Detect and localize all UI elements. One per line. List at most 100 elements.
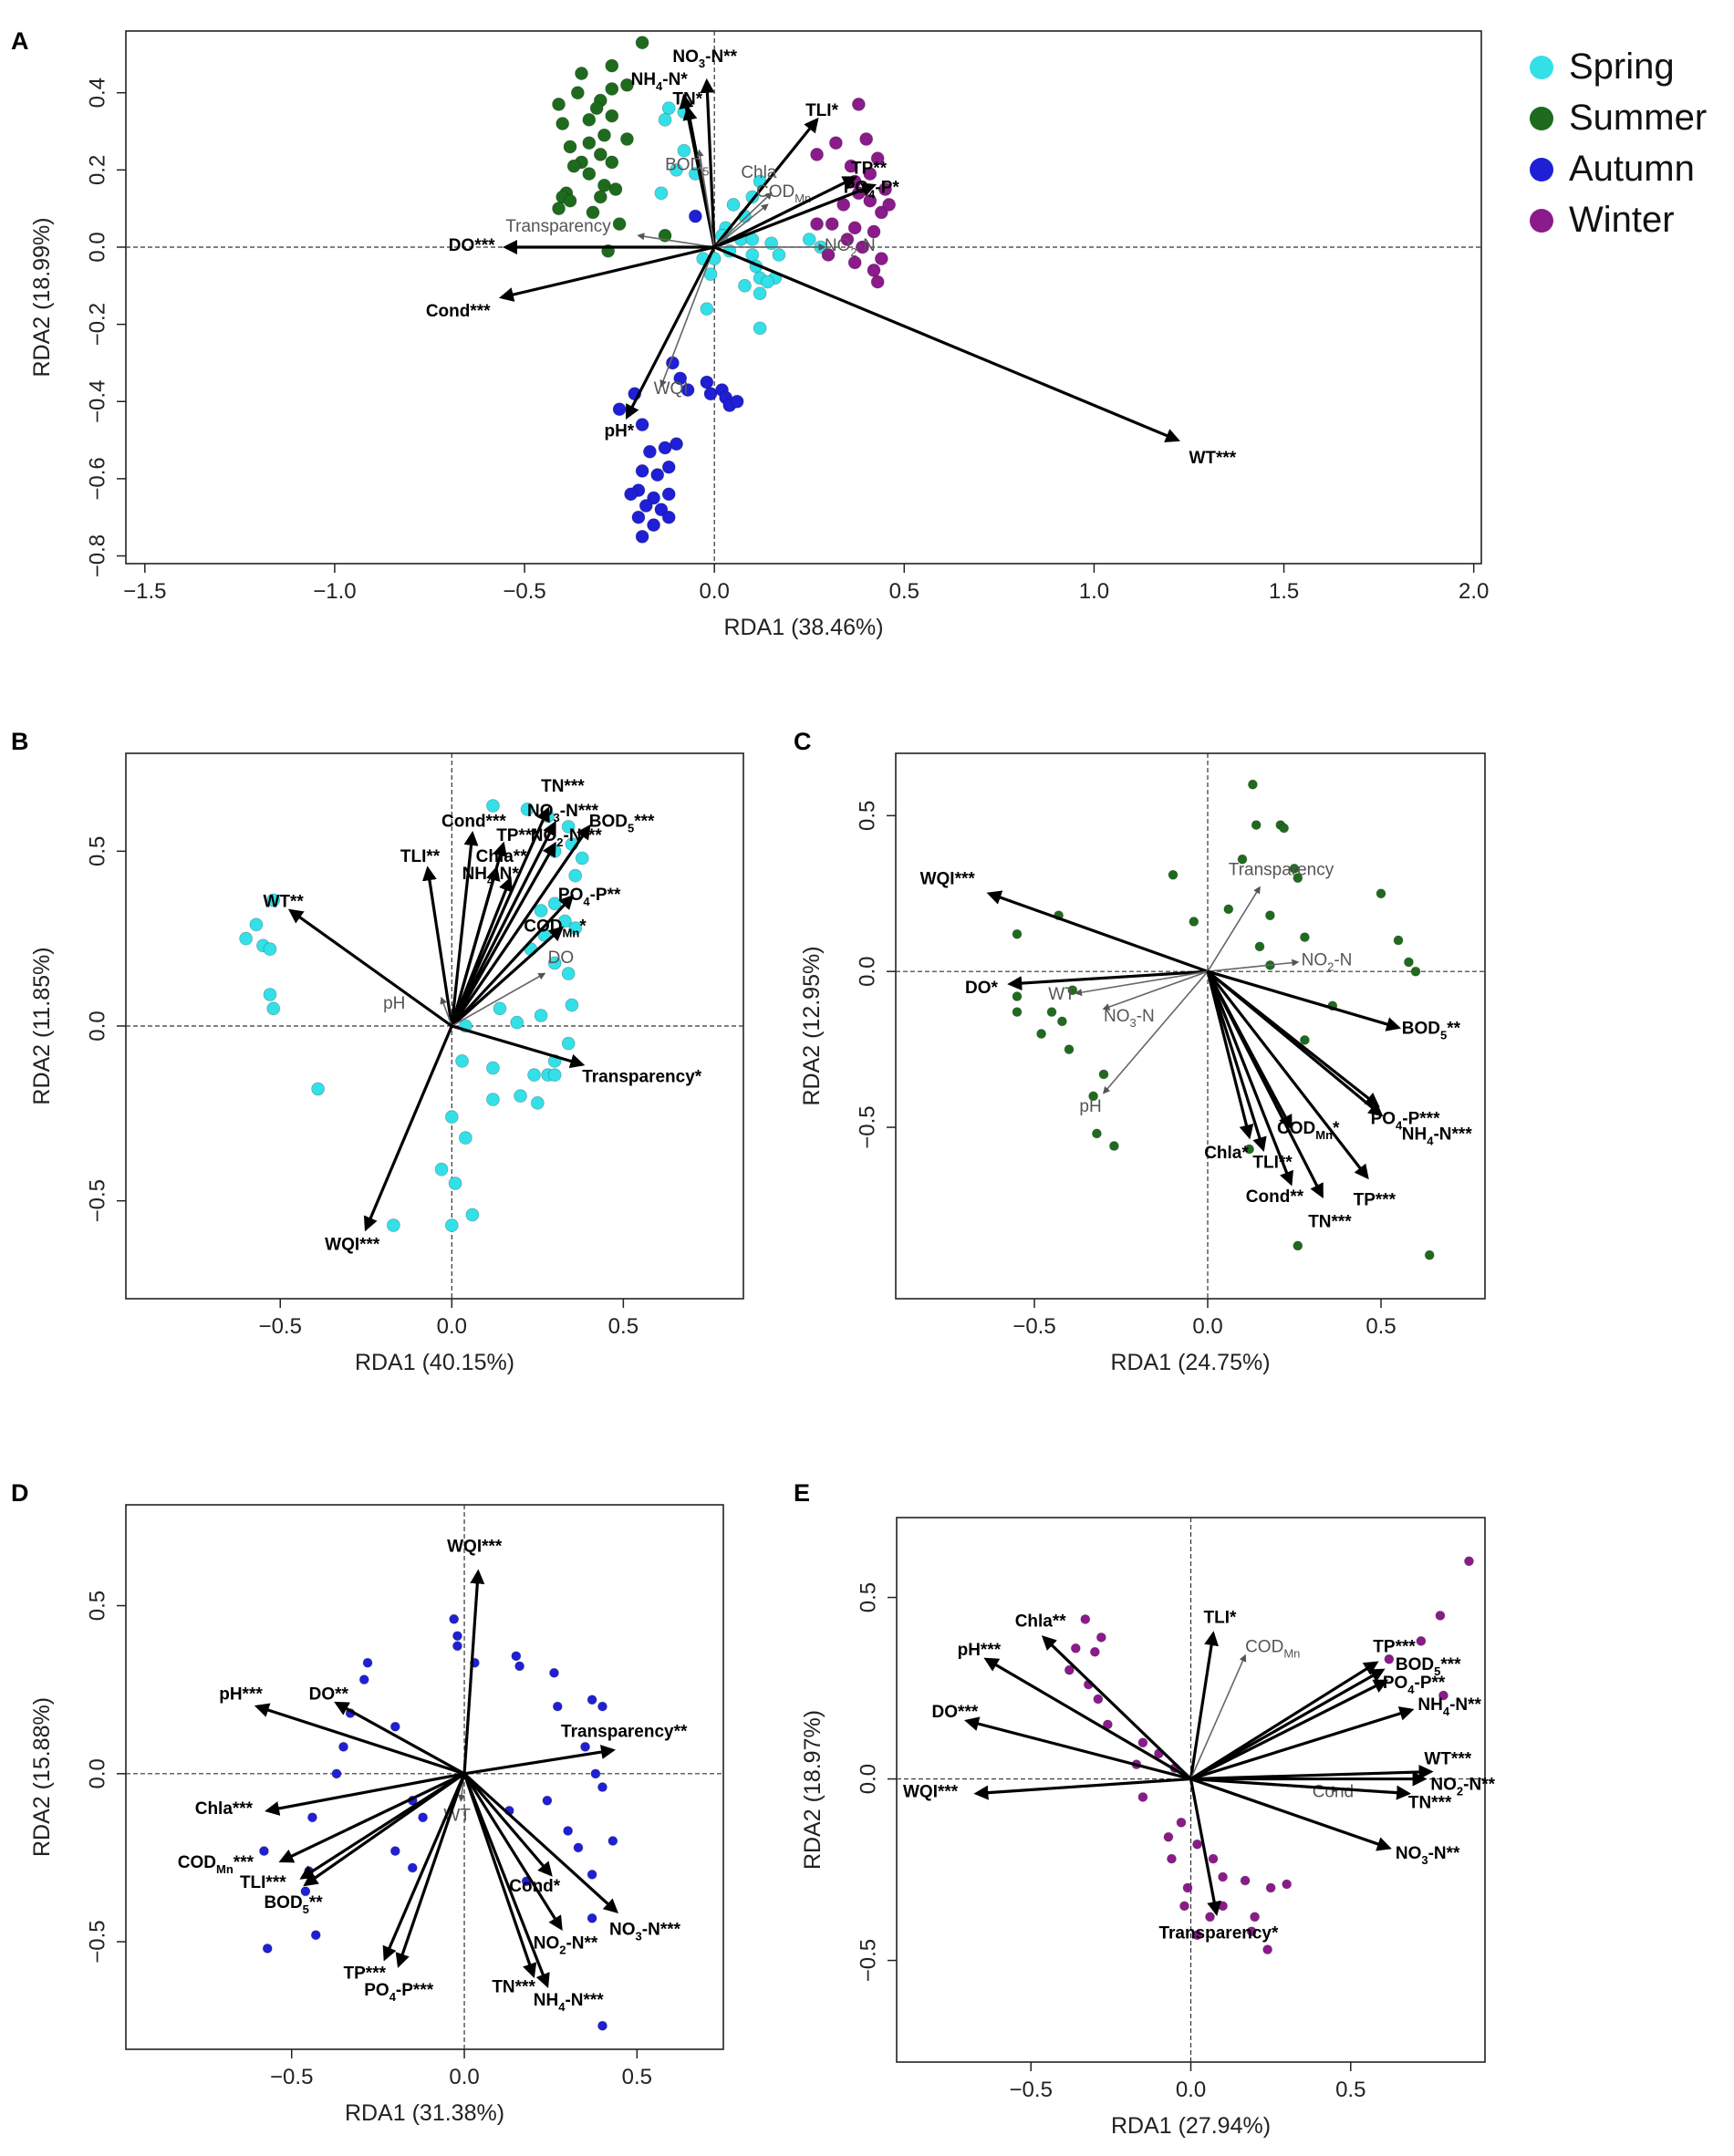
winter-point [867,224,881,239]
nh4-n-vector-label: NH4-N*** [534,1991,605,2014]
winter-point [1089,1646,1100,1657]
po4-p-vector-label: PO4-P** [558,886,621,908]
x-axis-title: RDA1 (27.94%) [1111,2113,1271,2139]
tli-vector-label: TLI* [1204,1608,1237,1627]
summer-point [1189,917,1199,927]
transparency-vector [1189,1778,1222,1916]
spring-point [700,302,714,316]
spring-point [738,278,752,293]
po4-p-vector-label: PO4-P* [844,179,900,202]
legend-item-winter: Winter [1530,200,1675,240]
wqi-vector [363,1025,453,1232]
x-tick-label: −1.5 [123,579,166,604]
winter-point [1464,1556,1474,1567]
spring-point [561,820,576,834]
winter-point [1070,1643,1081,1653]
x-tick-label: 1.5 [1269,579,1299,604]
winter-point [1064,1664,1075,1675]
cond-vector-label: Cond*** [426,302,491,321]
x-tick-label: 0.5 [1365,1314,1396,1339]
legend-label: Winter [1569,200,1675,240]
codmn-vector-label: CODMn* [524,917,587,940]
autumn-point [358,1674,369,1685]
autumn-point [673,371,688,386]
autumn-point [607,1836,618,1846]
tp-vector-label: TP** [851,160,888,179]
winter-point [870,275,885,289]
summer-point [1300,1034,1310,1045]
codmn-vector-label: CODMn [1245,1637,1300,1660]
winter-point [847,255,862,270]
wt-vector-label: WT** [263,893,304,912]
spring-point [677,143,691,158]
no2-n-vector [450,841,556,1027]
transparency-vector-label: Transparency* [582,1067,702,1086]
plot-frame [125,30,1482,565]
summer-point [605,109,619,123]
autumn-point [639,499,653,513]
bod5-vector-label: BOD5*** [589,813,655,835]
nh4-n-vector-label: NH4-N* [631,70,689,93]
autumn-point [612,402,627,417]
nh4-n-vector [462,1773,550,1988]
autumn-point [310,1930,321,1941]
winter-point [1205,1912,1215,1923]
panel-B: B −0.5 0.0 0.5 −0.5 0.0 0.5 RDA1 (40.15%) RDA2 (… [11,728,744,1375]
no3-n-vector-label: NO3-N** [1396,1844,1460,1867]
panel-letter-a: A [11,27,29,55]
summer-point [586,205,600,220]
summer-point [635,36,649,50]
y-tick-label: −0.5 [856,1939,880,1982]
summer-point [1092,1128,1102,1139]
y-tick-label: −0.6 [85,457,109,500]
vectors: TN*** NO3-N***BOD5*** Cond***TP***NO2-N***… [263,777,701,1254]
spring-point [561,967,576,980]
autumn-point [580,1741,590,1752]
ph-vector-label: pH*** [219,1685,263,1705]
spring-point [547,956,562,970]
series-autumn [259,1613,618,2031]
tli-vector [712,117,819,248]
summer-point [1265,910,1275,921]
autumn-point [650,468,665,482]
no3-n-vector-label: NO3-N*** [527,802,599,824]
do-vector-label: DO [548,948,575,968]
summer-point [1293,1240,1303,1251]
summer-point [612,217,627,231]
winter-point [863,167,877,181]
vectors: WQI*** pH*** DO** Transparency** Chla*** CODM… [178,1538,688,2014]
summer-point [1098,1069,1109,1080]
po4-p-vector [451,894,575,1028]
summer-point [1012,1007,1023,1018]
bod5-vector-label: BOD5*** [1396,1655,1461,1678]
no2-n-vector [462,1772,563,1932]
po4-p-vector [713,182,877,249]
autumn-point [670,437,683,451]
autumn-point [452,1641,462,1652]
winter-point [874,252,888,266]
summer-point [1254,941,1265,952]
autumn-point [680,383,695,397]
spring-point [266,893,281,907]
panel-E: E −0.5 0.0 0.5 −0.5 0.0 0.5 RDA1 (27.94%) RDA2 (… [794,1479,1496,2139]
summer-point [1248,779,1258,790]
transparency-vector [451,1024,586,1069]
tli-vector-label: TLI** [1252,1153,1293,1172]
winter-point [1262,1944,1273,1955]
summer-point [593,148,607,161]
winter-point [859,132,874,146]
spring-point [455,1053,469,1068]
winter-point [870,151,885,166]
autumn-point [635,418,649,432]
cond-vector-label: Cond** [1246,1187,1304,1207]
spring-point [386,1218,400,1232]
winter-point [882,198,897,212]
winter-point [1250,1912,1261,1923]
y-tick-label: 0.4 [85,78,109,108]
autumn-point [307,1812,317,1823]
autumn-point [597,1701,607,1712]
winter-point [1095,1632,1106,1643]
autumn-point [703,387,718,401]
tn-vector [1206,970,1324,1199]
